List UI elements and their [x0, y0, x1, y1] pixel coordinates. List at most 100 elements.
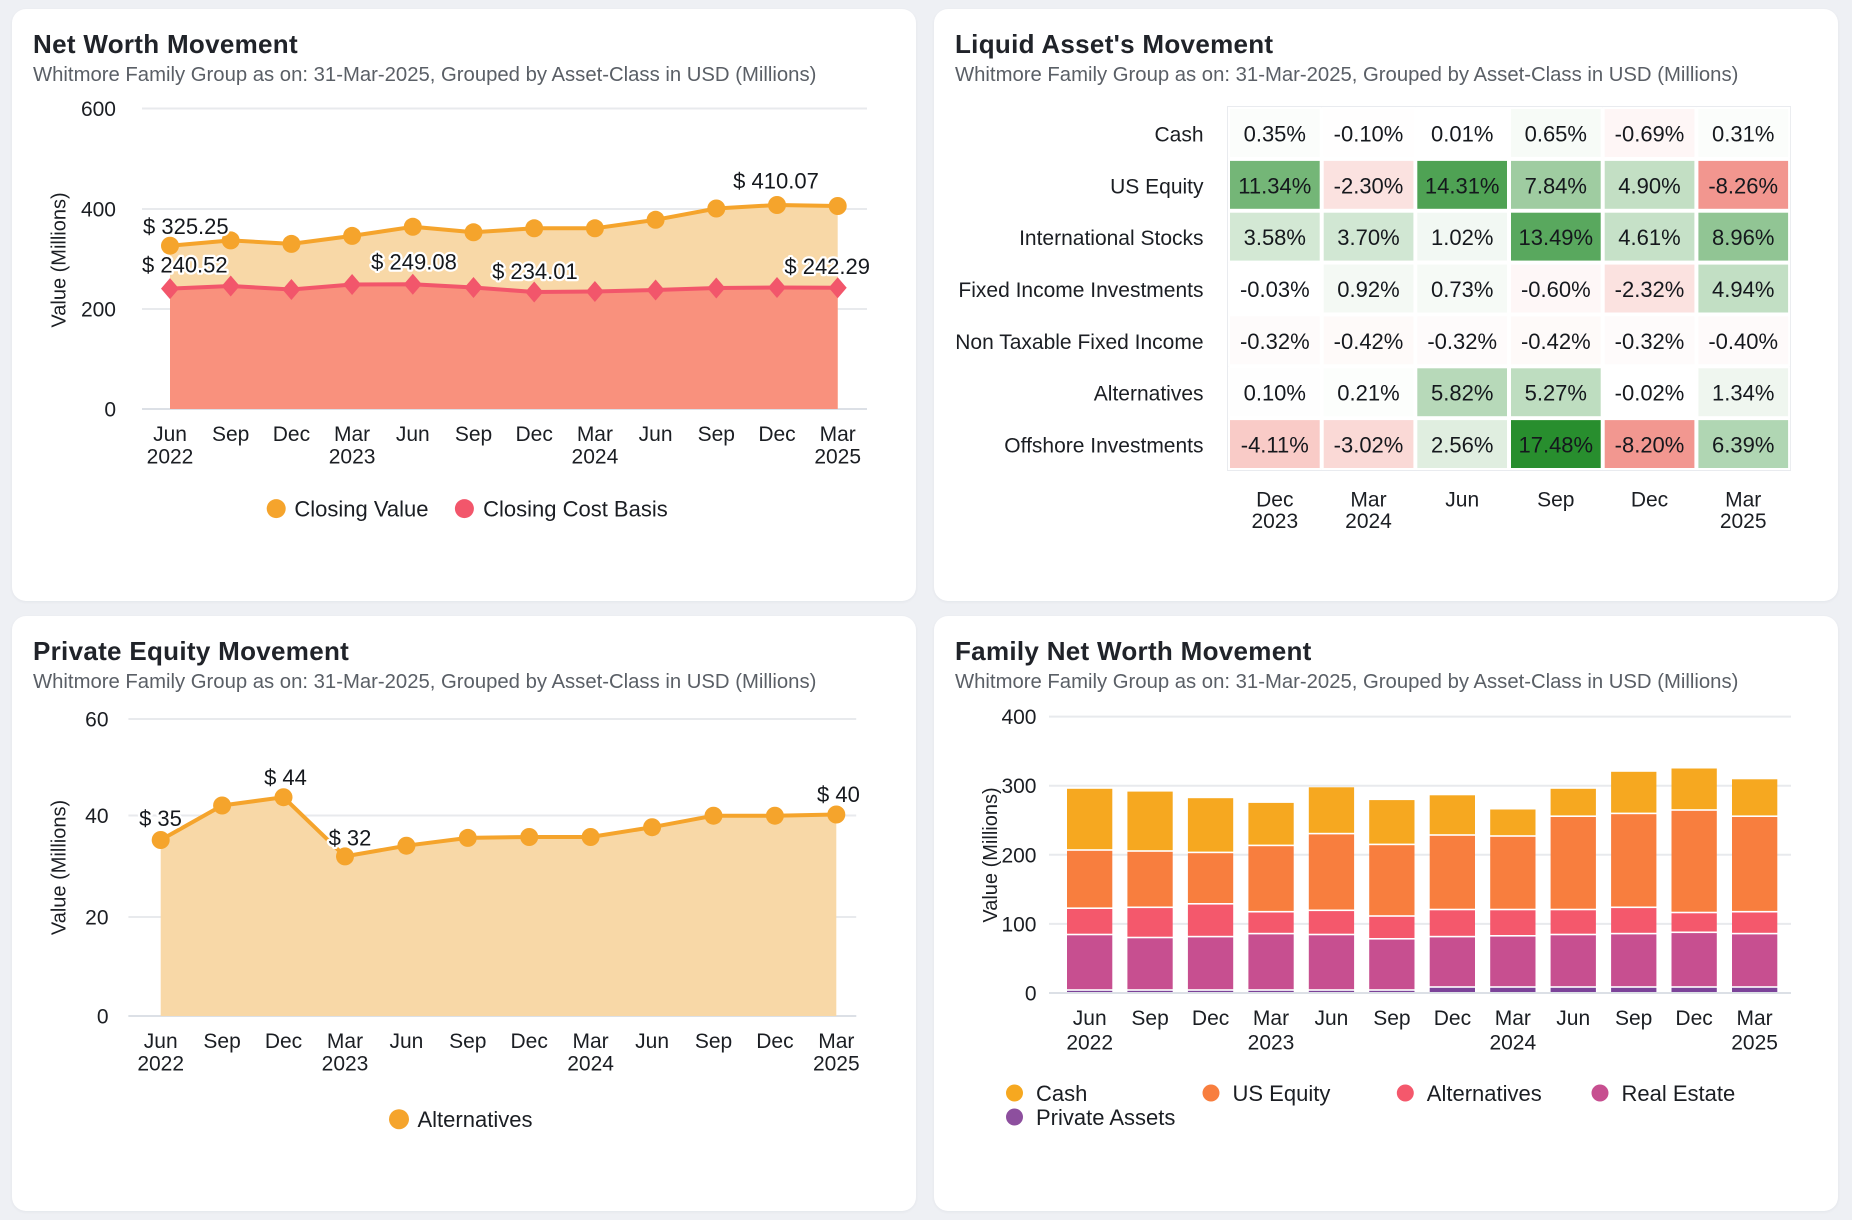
svg-text:Jun: Jun — [153, 423, 187, 446]
svg-text:Fixed Income Investments: Fixed Income Investments — [958, 279, 1203, 302]
svg-text:Sep: Sep — [1131, 1007, 1168, 1030]
svg-text:7.84%: 7.84% — [1525, 173, 1587, 198]
svg-text:2.56%: 2.56% — [1431, 433, 1493, 458]
svg-text:Mar: Mar — [818, 1030, 854, 1053]
svg-text:300: 300 — [1001, 775, 1036, 798]
svg-text:Dec: Dec — [756, 1030, 793, 1053]
svg-text:200: 200 — [81, 299, 116, 322]
svg-text:Alternatives: Alternatives — [1094, 383, 1204, 406]
svg-text:600: 600 — [81, 98, 116, 121]
svg-text:13.49%: 13.49% — [1518, 225, 1593, 250]
svg-text:Jun: Jun — [1073, 1007, 1107, 1030]
svg-text:Jun: Jun — [635, 1030, 669, 1053]
svg-text:$ 240.52: $ 240.52 — [142, 253, 228, 278]
svg-text:Mar: Mar — [1253, 1007, 1289, 1030]
svg-text:0.10%: 0.10% — [1244, 381, 1306, 406]
svg-text:200: 200 — [1001, 844, 1036, 867]
svg-text:11.34%: 11.34% — [1238, 173, 1311, 198]
svg-text:Dec: Dec — [1192, 1007, 1229, 1030]
svg-text:5.27%: 5.27% — [1525, 381, 1587, 406]
svg-text:2025: 2025 — [1720, 510, 1767, 533]
svg-text:Sep: Sep — [212, 423, 249, 446]
svg-text:0: 0 — [104, 399, 116, 422]
svg-text:-4.11%: -4.11% — [1241, 433, 1309, 458]
svg-text:$ 35: $ 35 — [139, 806, 182, 831]
svg-text:-8.20%: -8.20% — [1615, 433, 1685, 458]
svg-text:14.31%: 14.31% — [1425, 173, 1500, 198]
svg-text:0.65%: 0.65% — [1525, 121, 1587, 146]
svg-text:-0.03%: -0.03% — [1240, 277, 1310, 302]
svg-text:Dec: Dec — [1256, 489, 1293, 512]
svg-text:International Stocks: International Stocks — [1019, 227, 1203, 250]
svg-text:Mar: Mar — [820, 423, 856, 446]
svg-text:Mar: Mar — [1350, 489, 1386, 512]
svg-text:Dec: Dec — [1434, 1007, 1471, 1030]
svg-text:Closing Cost Basis: Closing Cost Basis — [483, 497, 668, 522]
svg-text:Sep: Sep — [1537, 489, 1574, 512]
svg-text:-0.60%: -0.60% — [1521, 277, 1591, 302]
svg-text:0.73%: 0.73% — [1431, 277, 1493, 302]
svg-text:0: 0 — [1025, 983, 1037, 1006]
svg-text:Mar: Mar — [1495, 1007, 1531, 1030]
svg-text:1.02%: 1.02% — [1431, 225, 1493, 250]
svg-text:US Equity: US Equity — [1110, 175, 1204, 198]
svg-text:Sep: Sep — [1373, 1007, 1410, 1030]
svg-text:Jun: Jun — [396, 423, 430, 446]
svg-text:Mar: Mar — [577, 423, 613, 446]
svg-text:Dec: Dec — [1675, 1007, 1712, 1030]
svg-text:-0.10%: -0.10% — [1334, 121, 1404, 146]
svg-text:2024: 2024 — [1489, 1032, 1536, 1055]
svg-text:2023: 2023 — [322, 1053, 369, 1076]
svg-text:-2.32%: -2.32% — [1615, 277, 1685, 302]
svg-text:Sep: Sep — [1615, 1007, 1652, 1030]
svg-text:Dec: Dec — [516, 423, 553, 446]
svg-text:Sep: Sep — [695, 1030, 732, 1053]
svg-text:2023: 2023 — [1251, 510, 1298, 533]
svg-text:20: 20 — [85, 907, 108, 930]
svg-text:Mar: Mar — [1737, 1007, 1773, 1030]
svg-text:2024: 2024 — [1345, 510, 1392, 533]
svg-text:Sep: Sep — [698, 423, 735, 446]
svg-text:0.92%: 0.92% — [1337, 277, 1399, 302]
svg-text:400: 400 — [81, 199, 116, 222]
svg-text:-8.26%: -8.26% — [1708, 173, 1778, 198]
svg-text:Offshore Investments: Offshore Investments — [1004, 435, 1203, 458]
svg-text:Dec: Dec — [273, 423, 310, 446]
svg-text:4.94%: 4.94% — [1712, 277, 1774, 302]
svg-text:0.01%: 0.01% — [1431, 121, 1493, 146]
svg-text:-0.40%: -0.40% — [1708, 329, 1778, 354]
svg-text:$ 242.29: $ 242.29 — [784, 254, 870, 279]
svg-text:Jun: Jun — [1314, 1007, 1348, 1030]
svg-text:Dec: Dec — [265, 1030, 302, 1053]
svg-text:$ 249.08: $ 249.08 — [371, 250, 457, 275]
svg-text:2022: 2022 — [1066, 1032, 1113, 1055]
svg-text:Dec: Dec — [758, 423, 795, 446]
svg-text:Non Taxable Fixed Income: Non Taxable Fixed Income — [955, 331, 1203, 354]
svg-text:-0.42%: -0.42% — [1334, 329, 1404, 354]
svg-text:-0.32%: -0.32% — [1240, 329, 1310, 354]
svg-text:Alternatives: Alternatives — [1427, 1081, 1542, 1106]
svg-text:$ 410.07: $ 410.07 — [733, 169, 819, 194]
svg-text:Value (Millions): Value (Millions) — [49, 192, 71, 327]
svg-text:6.39%: 6.39% — [1712, 433, 1774, 458]
svg-text:Jun: Jun — [1445, 489, 1479, 512]
svg-text:3.58%: 3.58% — [1244, 225, 1306, 250]
svg-text:Sep: Sep — [455, 423, 492, 446]
svg-text:-2.30%: -2.30% — [1334, 173, 1404, 198]
svg-text:17.48%: 17.48% — [1518, 433, 1593, 458]
svg-text:-0.42%: -0.42% — [1521, 329, 1591, 354]
svg-text:0.31%: 0.31% — [1712, 121, 1774, 146]
svg-text:Sep: Sep — [449, 1030, 486, 1053]
svg-text:Real Estate: Real Estate — [1622, 1081, 1736, 1106]
svg-text:Sep: Sep — [203, 1030, 240, 1053]
svg-text:Dec: Dec — [1631, 489, 1668, 512]
svg-text:8.96%: 8.96% — [1712, 225, 1774, 250]
svg-text:3.70%: 3.70% — [1337, 225, 1399, 250]
svg-text:Cash: Cash — [1036, 1081, 1087, 1106]
svg-text:2025: 2025 — [814, 446, 861, 469]
svg-text:Value (Millions): Value (Millions) — [980, 787, 1002, 922]
svg-text:2022: 2022 — [137, 1053, 184, 1076]
svg-text:-0.32%: -0.32% — [1427, 329, 1497, 354]
svg-text:400: 400 — [1001, 706, 1036, 729]
svg-text:Cash: Cash — [1154, 123, 1203, 146]
